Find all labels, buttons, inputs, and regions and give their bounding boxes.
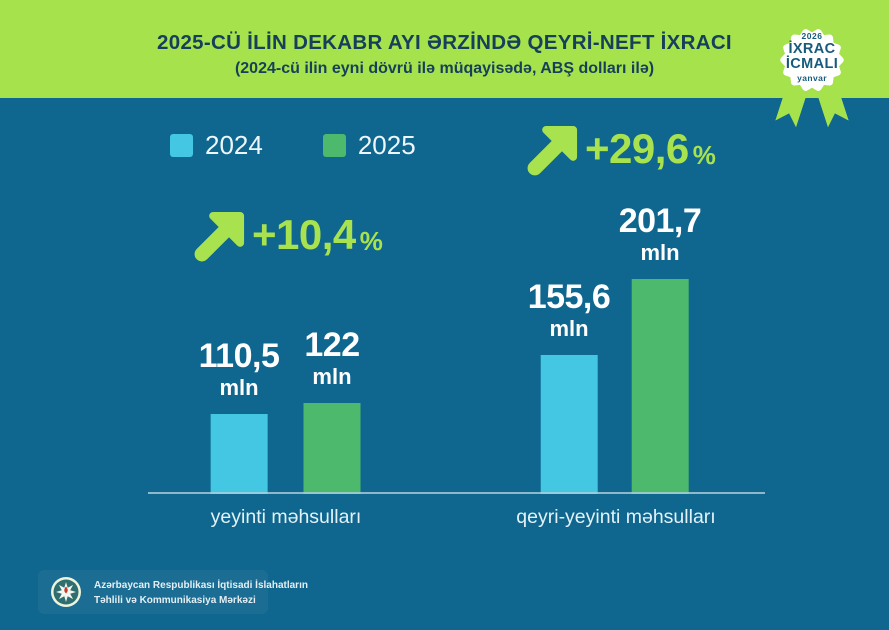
bar-value-label: 122 mln	[304, 326, 360, 389]
growth-annotation-food: +10,4 %	[194, 208, 383, 262]
legend-swatch-2024	[170, 134, 193, 157]
growth-percent-sign-nonfood: %	[692, 139, 716, 170]
legend-swatch-2025	[322, 134, 346, 157]
bar-value-number: 122	[304, 326, 360, 364]
footer-org-line2: Təhlili və Kommunikasiya Mərkəzi	[94, 594, 256, 606]
category-label-nonfood: qeyri-yeyinti məhsulları	[516, 506, 716, 528]
bar-value-label: 155,6 mln	[528, 280, 611, 340]
bar-nonfood-2024	[540, 355, 598, 494]
page-title: 2025-CÜ İLİN DEKABR AYI ƏRZİNDƏ QEYRİ-NE…	[157, 30, 732, 54]
rosette-seal-icon	[780, 28, 844, 92]
growth-value-nonfood: +29,6	[585, 125, 689, 172]
growth-value-food: +10,4	[252, 211, 356, 258]
x-axis-line	[148, 492, 765, 494]
growth-percent-sign-food: %	[359, 225, 383, 256]
legend-item-2025: 2025	[322, 130, 416, 161]
bar-value-number: 155,6	[527, 278, 611, 316]
growth-annotation-nonfood: +29,6 %	[527, 122, 716, 176]
bar-value-unit: mln	[219, 375, 259, 400]
header-band: 2025-CÜ İLİN DEKABR AYI ƏRZİNDƏ QEYRİ-NE…	[0, 0, 889, 98]
bar-column-food-2025: 122 mln	[303, 326, 361, 494]
bar-column-food-2024: 110,5 mln	[199, 339, 280, 494]
footer-organization-name: Azərbaycan Respublikası İqtisadi İslahat…	[94, 579, 308, 608]
export-review-badge: 2026 İXRAC İCMALI yanvar	[766, 14, 858, 124]
bar-value-number: 110,5	[198, 337, 280, 375]
bar-value-number: 201,7	[618, 202, 702, 240]
footer-org-line1: Azərbaycan Respublikası İqtisadi İslahat…	[94, 580, 308, 591]
category-label-food: yeyinti məhsulları	[210, 506, 362, 528]
badge-title-line2: İCMALI	[785, 56, 839, 72]
bar-value-unit: mln	[549, 316, 589, 341]
bar-column-nonfood-2024: 155,6 mln	[528, 280, 611, 494]
badge-title-line1: İXRAC	[788, 41, 836, 57]
bar-column-nonfood-2025: 201,7 mln	[619, 204, 702, 494]
legend-label-2025: 2025	[357, 130, 416, 160]
bar-value-label: 201,7 mln	[619, 204, 702, 264]
legend-label-2024: 2024	[205, 130, 263, 160]
bar-food-2024	[210, 414, 268, 494]
bar-food-2025	[303, 403, 361, 494]
legend-item-2024: 2024	[170, 130, 263, 161]
bar-value-label: 110,5 mln	[199, 339, 280, 399]
state-emblem-icon	[51, 577, 81, 607]
badge-year: 2026	[801, 31, 823, 41]
badge-month: yanvar	[797, 73, 827, 83]
trend-up-arrow-icon	[194, 211, 245, 262]
bar-value-unit: mln	[312, 364, 352, 389]
page-subtitle: (2024-cü ilin eyni dövrü ilə müqayisədə,…	[234, 59, 655, 77]
bar-value-unit: mln	[640, 240, 680, 265]
legend: 2024 2025	[170, 130, 416, 161]
trend-up-arrow-icon	[527, 125, 578, 176]
bar-nonfood-2025	[631, 279, 689, 494]
